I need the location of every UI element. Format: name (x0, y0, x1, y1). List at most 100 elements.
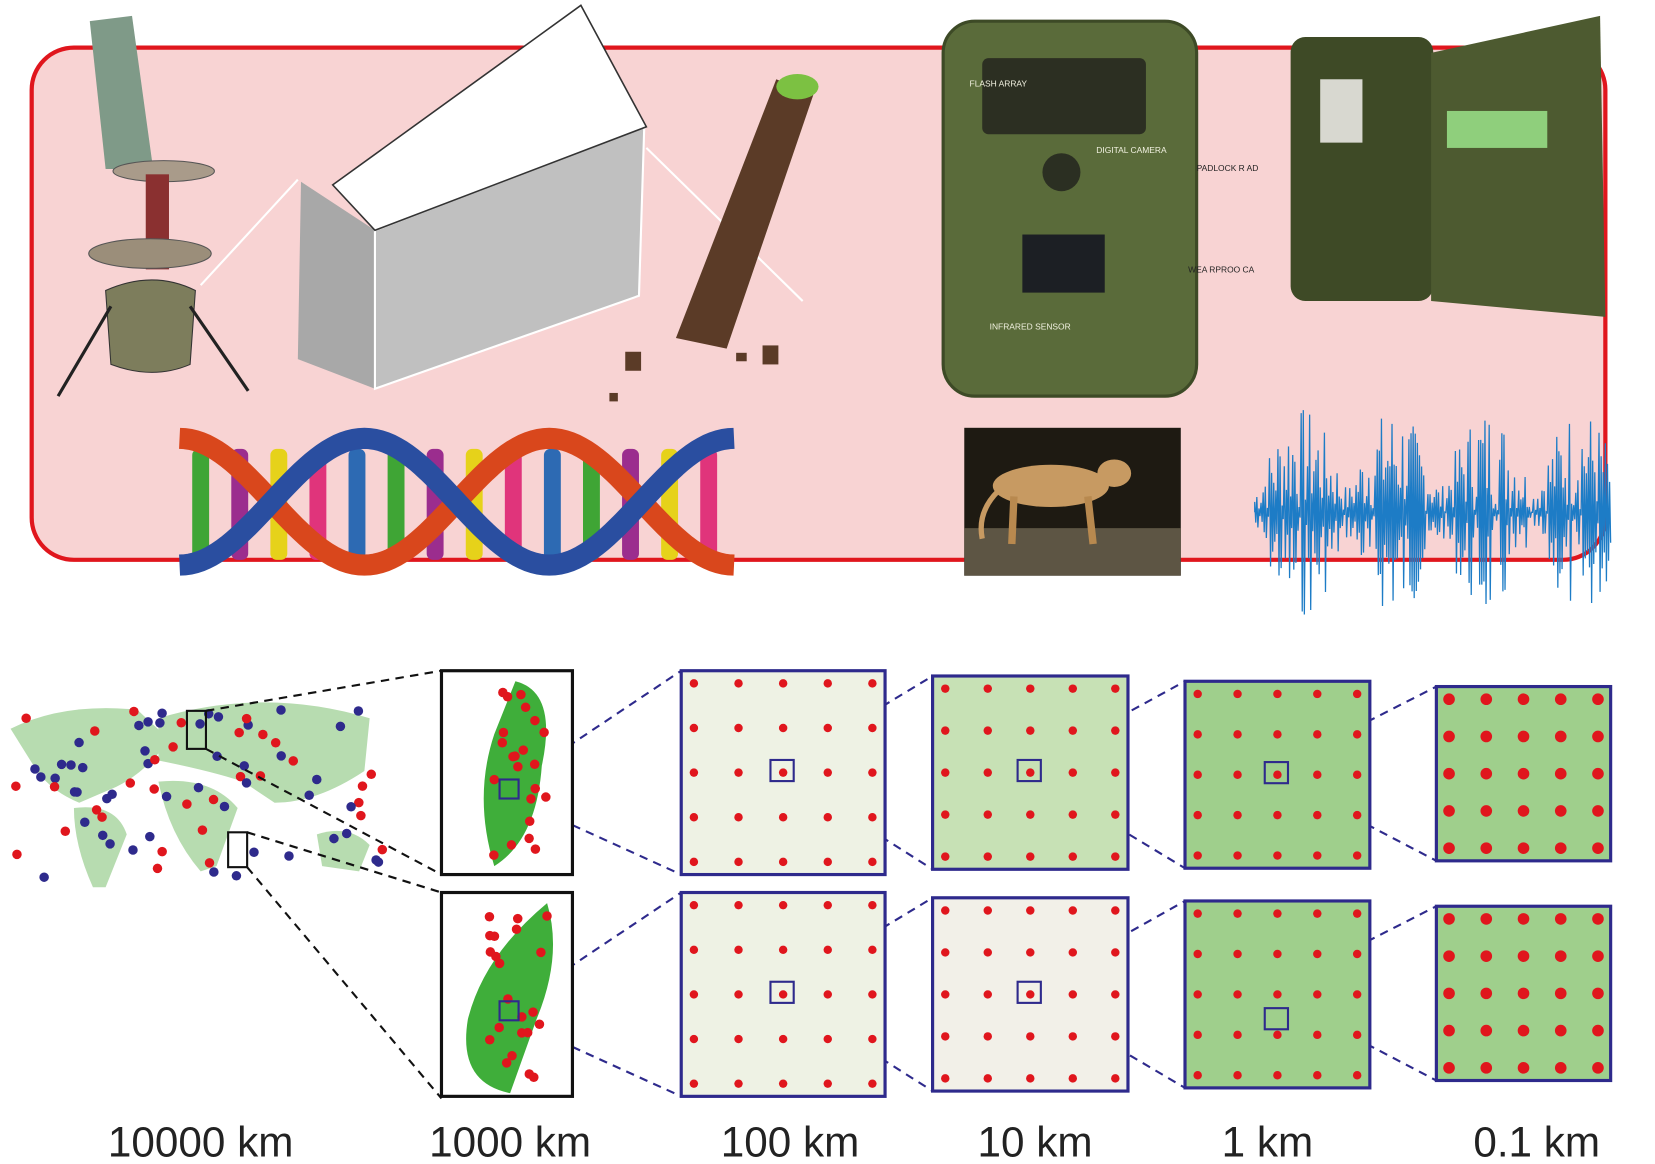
sample-dot (209, 867, 219, 877)
sample-dot (1313, 1071, 1322, 1080)
sample-dot (1352, 770, 1362, 779)
connector (1287, 905, 1437, 983)
sample-dot (501, 1058, 512, 1068)
sample-dot (534, 1019, 545, 1029)
sample-dot (197, 825, 208, 835)
sample-dot (1313, 949, 1322, 959)
sample-dot (689, 723, 699, 733)
sample-dot (1443, 730, 1455, 743)
hair-trap-stick (609, 73, 819, 402)
sample-dot (491, 951, 501, 962)
zoom-box (1263, 1007, 1290, 1031)
scale-label: 1000 km (429, 1119, 591, 1164)
sample-dot (983, 852, 992, 861)
sample-dot (12, 849, 22, 860)
sample-dot (1026, 906, 1035, 915)
camera-label: WEA RPROO CA (1188, 265, 1254, 275)
sample-dot (1554, 767, 1567, 780)
sample-dot (983, 1074, 992, 1083)
sample-dot (511, 924, 522, 935)
sample-dot (689, 768, 699, 777)
sample-dot (1592, 987, 1604, 1000)
sample-dot (1068, 906, 1078, 915)
sample-dot (1480, 693, 1493, 706)
sample-dot (157, 708, 167, 718)
sample-dot (329, 833, 339, 844)
sample-dot (516, 689, 526, 700)
sample-dot (539, 727, 549, 738)
sample-dot (1273, 851, 1282, 860)
wave-line (1254, 410, 1612, 615)
sample-dot (1026, 684, 1035, 693)
sample-dot (193, 782, 204, 793)
sample-dot (1193, 909, 1202, 918)
sample-dot (734, 857, 743, 867)
sample-dot (1111, 684, 1120, 693)
sample-dot (530, 844, 541, 854)
sample-dot (1517, 1024, 1530, 1037)
sample-dot (1313, 730, 1322, 739)
sample-dot (1026, 948, 1035, 957)
scale-label: 100 km (721, 1119, 860, 1164)
sample-dot (97, 812, 107, 822)
sample-dot (823, 857, 832, 867)
sample-dot (1352, 730, 1362, 739)
sample-dot (1480, 730, 1493, 743)
sample-dot (498, 687, 508, 698)
sample-dot (868, 945, 877, 955)
sample-dot (941, 810, 950, 819)
sample-dot (1193, 770, 1202, 779)
sample-dot (507, 1050, 517, 1061)
zoom-box (1016, 758, 1042, 783)
sample-dot (530, 715, 540, 726)
base-pair (504, 448, 522, 560)
sample-dot (778, 990, 788, 999)
sample-dot (823, 1079, 832, 1088)
sample-dot (778, 723, 788, 733)
sample-dot (270, 738, 281, 748)
sample-dot (518, 745, 529, 755)
sample-dot (530, 783, 540, 794)
sample-dot (258, 729, 268, 740)
sample-dot (526, 794, 536, 804)
sample-dot (484, 1035, 495, 1045)
sample-dot (689, 1034, 699, 1044)
sample-dot (510, 751, 520, 761)
sample-dot (1068, 810, 1078, 819)
sample-dot (1443, 1024, 1455, 1037)
sample-dot (1517, 842, 1530, 854)
sample-dot (39, 872, 49, 882)
sample-dot (778, 1079, 788, 1088)
zoom-box (1016, 980, 1042, 1004)
sample-dot (689, 1079, 699, 1088)
sample-dot (288, 756, 299, 766)
sample-dot (21, 713, 31, 723)
zoom-box (769, 980, 795, 1004)
camera-label: DIGITAL CAMERA (1096, 145, 1167, 155)
sample-dot (1026, 990, 1035, 999)
sample-dot (219, 801, 230, 812)
sample-dot (204, 858, 215, 868)
sample-dot (128, 845, 138, 855)
sample-dot (868, 1079, 877, 1088)
sample-dot (1554, 842, 1567, 854)
sample-dot (1233, 851, 1242, 860)
sample-dot (1480, 1062, 1493, 1074)
sample-dot (485, 930, 495, 941)
sample-dot (1111, 906, 1120, 915)
sample-dot (1313, 770, 1322, 779)
sample-dot (1592, 1024, 1604, 1037)
sample-dot (1352, 689, 1362, 699)
sample-dot (234, 727, 244, 738)
sample-dot (484, 911, 495, 922)
sample-dot (983, 948, 992, 957)
sample-dot (241, 713, 252, 724)
sample-dot (140, 746, 150, 756)
sample-dot (823, 679, 832, 688)
sample-dot (1352, 949, 1362, 959)
sample-dot (1193, 990, 1202, 999)
audio-waveform (1254, 410, 1612, 615)
sample-dot (513, 761, 523, 772)
base-pair (700, 448, 718, 560)
sample-dot (276, 705, 286, 715)
